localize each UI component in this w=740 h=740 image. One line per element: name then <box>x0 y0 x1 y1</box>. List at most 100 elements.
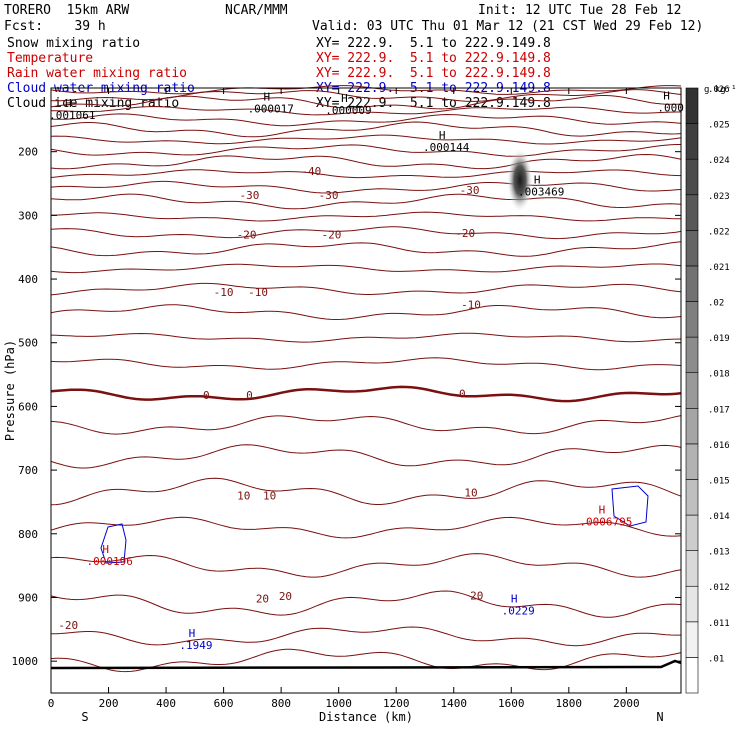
isotherm-line <box>50 226 682 240</box>
colorbar-tick-label: .025 <box>708 121 730 131</box>
field-label-snow: Snow mixing ratio <box>7 36 141 51</box>
isotherm-line <box>50 590 682 618</box>
terrain-line <box>50 659 682 670</box>
isotherm-line <box>50 415 682 435</box>
temperature-contour-label: -20 <box>58 619 78 632</box>
x-tick-label: 1400 <box>440 697 467 710</box>
y-tick-label: 900 <box>18 591 38 604</box>
colorbar-tick-label: .024 <box>708 156 730 166</box>
colorbar-tick-label: .018 <box>708 370 730 380</box>
isotherm-line <box>50 95 682 110</box>
temperature-contour-label: 0 <box>246 389 253 402</box>
temperature-contour-label: -20 <box>237 228 257 241</box>
field-label-cloud-ice: Cloud ice mixing ratio <box>7 96 180 111</box>
extremum-mark: H <box>511 593 518 606</box>
extremum-mark: H <box>599 503 606 516</box>
isotherm-line <box>50 444 682 469</box>
isotherm-line <box>50 553 682 578</box>
plot-frame <box>50 87 682 694</box>
isotherm-line <box>50 648 682 673</box>
isotherm-line <box>50 304 682 321</box>
temperature-contour-label: -30 <box>240 189 260 202</box>
isotherm-line <box>50 85 682 95</box>
colorbar-swatch <box>685 621 699 658</box>
isotherm-line <box>50 169 682 179</box>
colorbar: .01 .011 .012 .013 .014 .015 .016 .017 .018 .019.… <box>685 85 737 694</box>
model-name: TORERO 15km ARW <box>4 3 130 18</box>
isotherm-line <box>50 121 682 138</box>
isotherm-line <box>50 180 682 194</box>
isotherm-line <box>51 105 681 116</box>
temperature-contour-label: -30 <box>319 189 339 202</box>
colorbar-tick-label: .017 <box>708 405 730 415</box>
temperature-contour-label: 10 <box>464 486 477 499</box>
colorbar-swatch <box>685 479 699 516</box>
x-tick-label: 1800 <box>556 697 583 710</box>
extremum-mark: H <box>663 89 670 102</box>
y-tick-label: 1000 <box>12 655 39 668</box>
isotherm-line <box>50 282 682 296</box>
extremum-mark: H <box>439 129 446 142</box>
x-tick-label: 600 <box>214 697 234 710</box>
extremum-value: .000196 <box>86 555 132 568</box>
isotherm-line <box>51 89 682 102</box>
x-tick-label: 0 <box>48 697 55 710</box>
extremum-value: .003469 <box>518 186 564 199</box>
temperature-contour-label: -30 <box>460 184 480 197</box>
isotherm-line <box>50 134 682 145</box>
temperature-contour-label: -10 <box>461 299 481 312</box>
colorbar-swatch <box>685 158 699 196</box>
extremum-value: .0229 <box>502 605 535 618</box>
extremum-mark: H <box>263 91 270 104</box>
temperature-contour-label: -20 <box>455 227 475 240</box>
colorbar-tick-label: .01 <box>708 654 724 664</box>
isotherm-line <box>50 153 682 170</box>
y-tick-label: 600 <box>18 400 38 413</box>
colorbar-swatch <box>685 407 699 445</box>
extremum-value: .0006795 <box>579 515 632 528</box>
colorbar-swatch <box>685 123 699 160</box>
isotherm-line <box>50 626 681 647</box>
field-xy-temperature: XY= 222.9. 5.1 to 222.9.149.8 <box>316 51 551 66</box>
extremum-value: .1949 <box>179 639 212 652</box>
y-tick-label: 300 <box>18 209 38 222</box>
y-axis-label: Pressure (hPa) <box>3 340 17 441</box>
forecast-hour: Fcst: 39 h <box>4 19 106 34</box>
colorbar-tick-label: .021 <box>708 263 730 273</box>
x-tick-label: 800 <box>271 697 291 710</box>
extremum-value: .000017 <box>248 103 294 116</box>
x-tick-label: 400 <box>156 697 176 710</box>
temperature-contour-label: 20 <box>470 590 483 603</box>
isotherm-line <box>50 211 682 222</box>
init-time: Init: 12 UTC Tue 28 Feb 12 <box>478 3 682 18</box>
isotherm-line <box>50 385 682 403</box>
temperature-contour-label: -10 <box>248 286 268 299</box>
temperature-contours <box>50 85 682 673</box>
colorbar-tick-label: .015 <box>708 476 730 486</box>
colorbar-swatch <box>685 301 699 338</box>
isotherm-line <box>50 332 682 343</box>
x-tick-label: 1200 <box>383 697 410 710</box>
x-tick-label: 1600 <box>498 697 525 710</box>
isotherm-line <box>50 357 682 371</box>
colorbar-swatch <box>685 443 699 480</box>
south-label: S <box>81 710 88 724</box>
colorbar-tick-label: .016 <box>708 441 730 451</box>
field-xy-rain: XY= 222.9. 5.1 to 222.9.149.8 <box>316 66 551 81</box>
colorbar-tick-label: .014 <box>708 512 730 522</box>
axes: 0 200 400 600 800 1000 1200 1400 1600 1800 2000200… <box>3 87 682 724</box>
colorbar-swatch <box>685 194 699 231</box>
temperature-contour-label: 20 <box>279 590 292 603</box>
x-axis-label: Distance (km) <box>319 710 413 724</box>
cloud-water-contours <box>100 485 649 564</box>
colorbar-tick-label: .023 <box>708 192 730 202</box>
y-tick-label: 200 <box>18 146 38 159</box>
colorbar-swatch <box>685 550 699 587</box>
colorbar-tick-label: .019 <box>708 334 730 344</box>
extremum-value: .000144 <box>423 141 470 154</box>
colorbar-swatch <box>685 265 699 302</box>
extremum-value: .000009 <box>325 104 371 117</box>
y-tick-label: 400 <box>18 273 38 286</box>
colorbar-swatch <box>685 514 699 551</box>
